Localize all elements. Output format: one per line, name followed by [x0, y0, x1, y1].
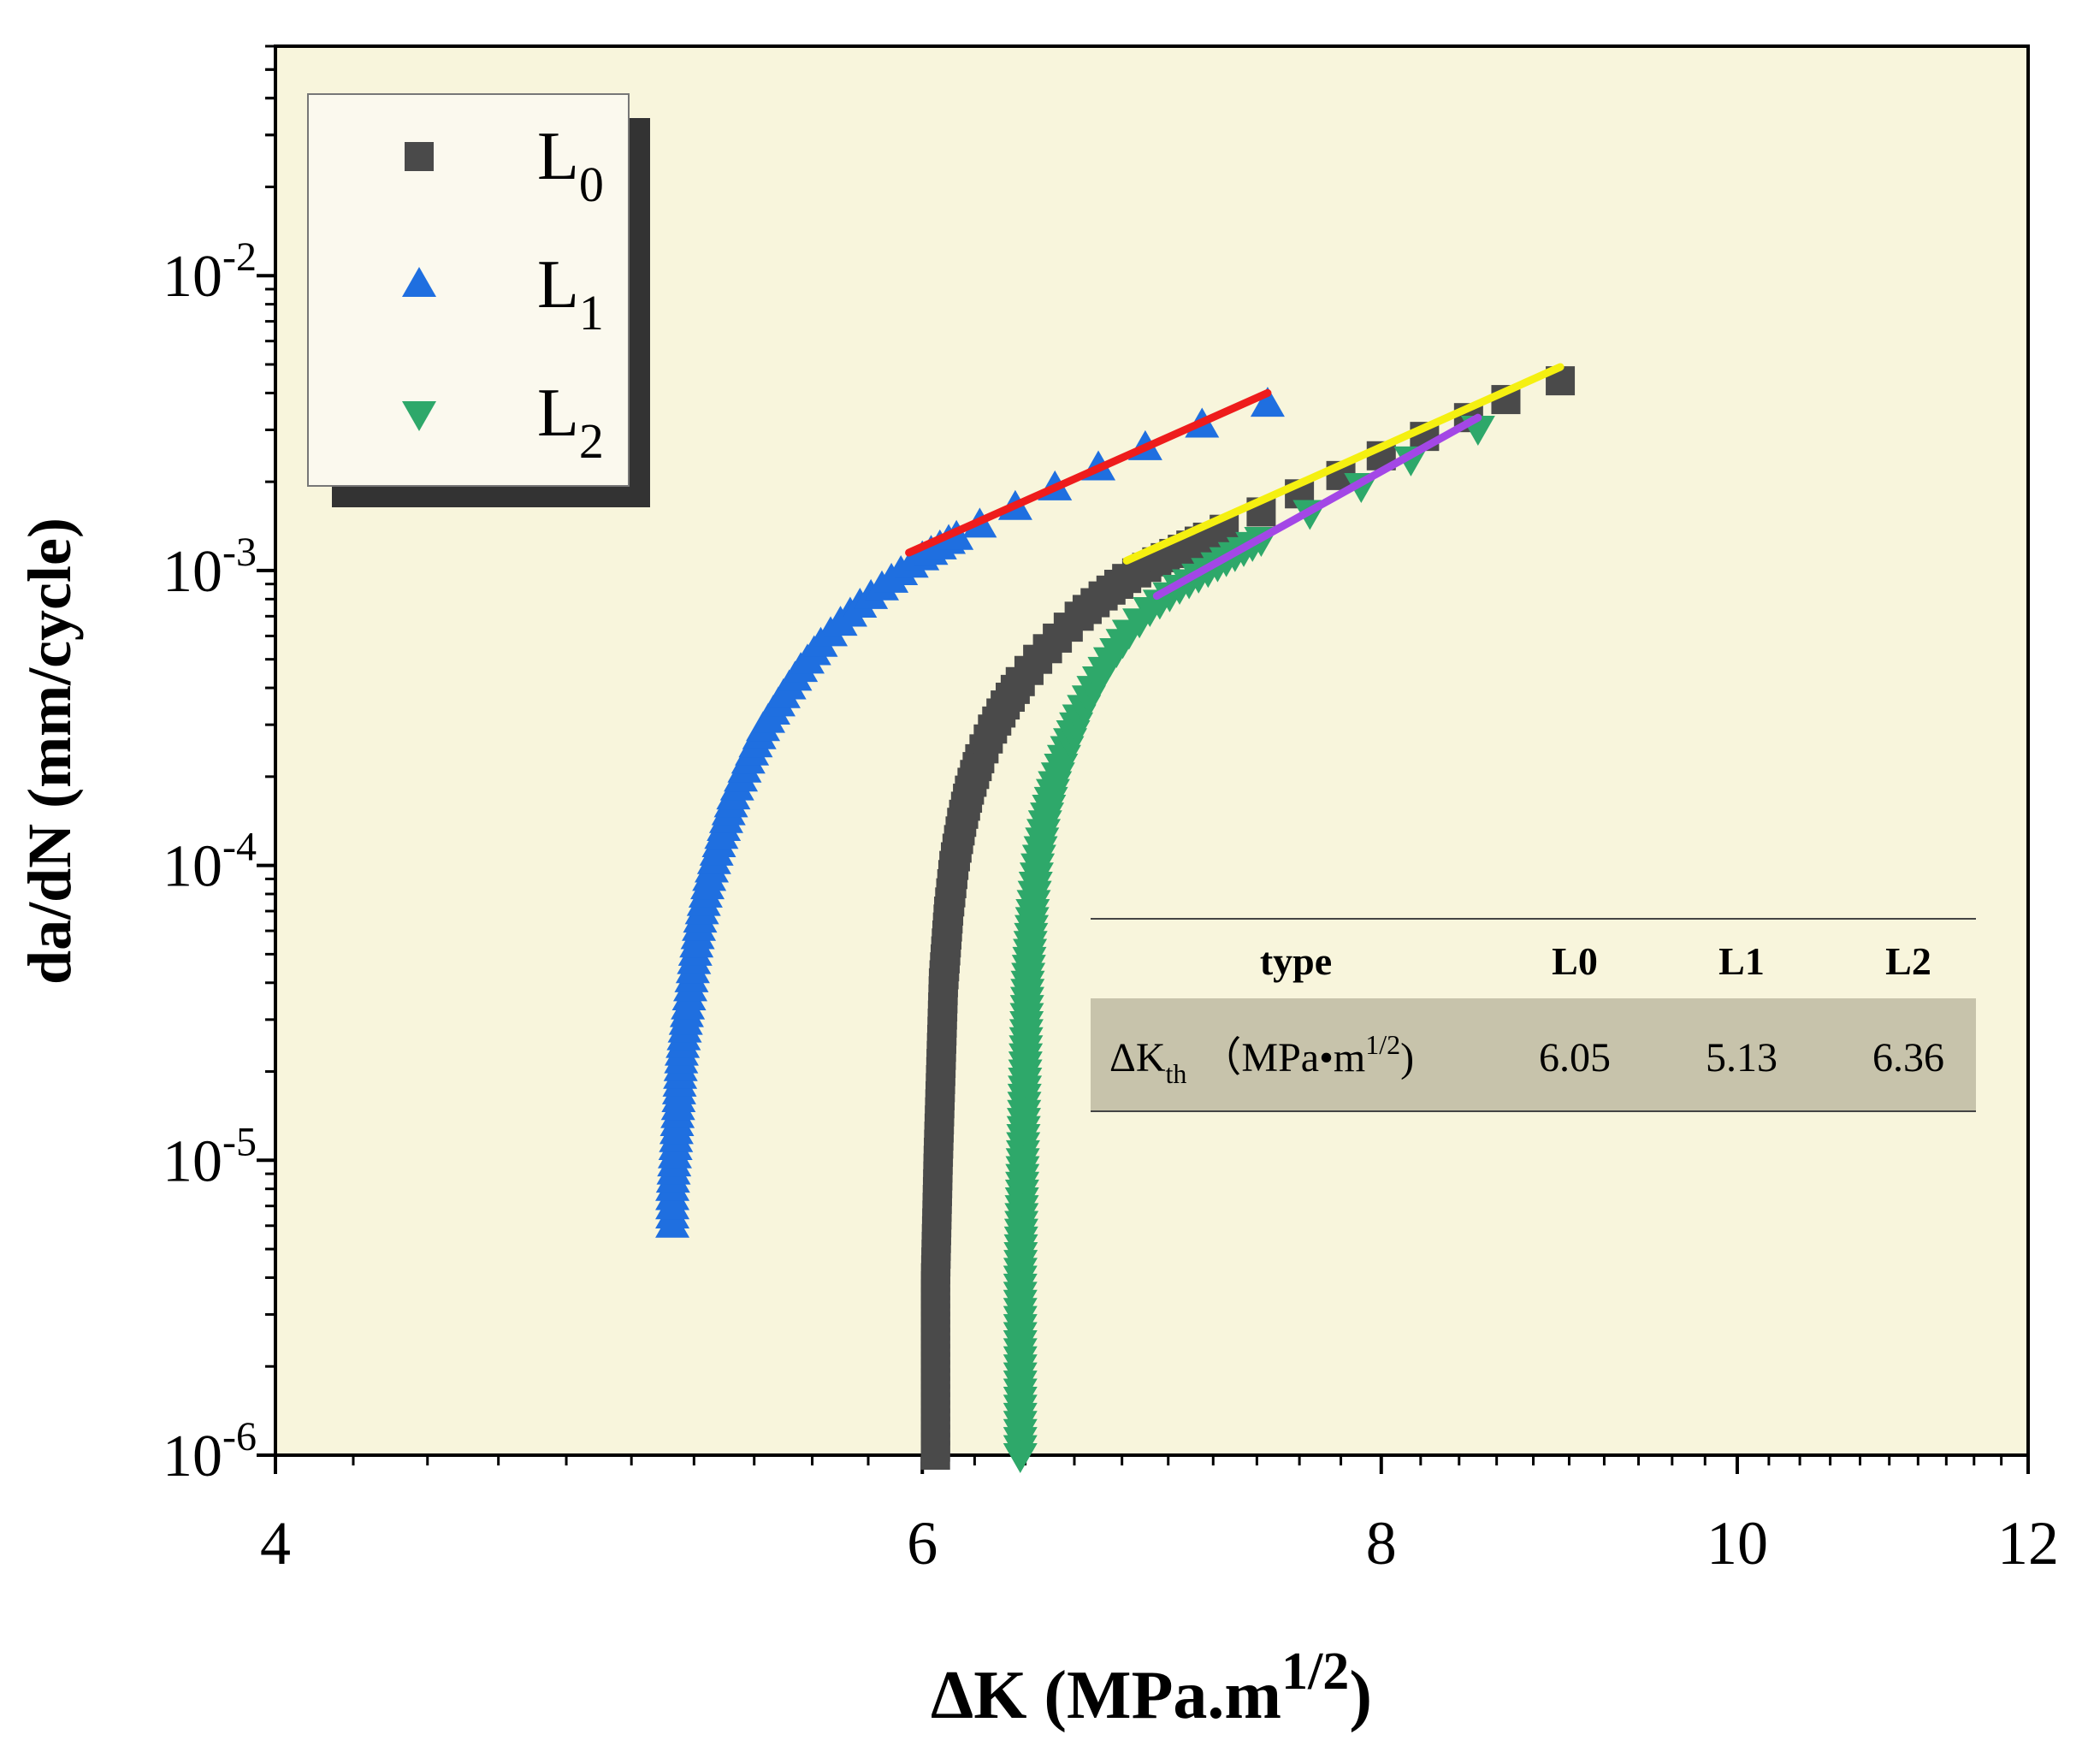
fit-line-L0: [1122, 363, 1565, 565]
y-tick-labels: 10-6 10-5 10-4 10-3 10-2: [163, 234, 257, 1489]
legend-label-L2: L2: [537, 376, 604, 469]
x-tick-label: 10: [1706, 1509, 1768, 1578]
fit-lines: [905, 363, 1565, 601]
table-value-l1: 5.13: [1706, 1035, 1777, 1080]
legend-marker-L2: [402, 401, 436, 431]
table-header-l1: L1: [1718, 939, 1765, 983]
x-tick-label: 4: [260, 1509, 291, 1578]
legend: L0 L1 L2: [307, 93, 650, 507]
y-tick-label: 10-3: [163, 530, 257, 605]
y-tick-label: 10-6: [163, 1414, 257, 1489]
legend-label-L0: L0: [537, 119, 604, 212]
y-tick-label: 10-2: [163, 234, 257, 310]
legend-box: [307, 93, 630, 487]
threshold-table: type L0 L1 L2 ΔKth （MPa•m1/2) 6.05 5.13 6…: [1091, 918, 1976, 1112]
fit-line-L2: [1152, 413, 1482, 601]
table-value-l2: 6.36: [1872, 1035, 1944, 1080]
x-tick-label: 12: [1997, 1509, 2059, 1578]
marker-L1: [1250, 387, 1285, 417]
table-value-l0: 6.05: [1539, 1035, 1611, 1080]
x-tick-label: 6: [907, 1509, 938, 1578]
minor-ticks: [257, 44, 2030, 1474]
legend-label-L1: L1: [537, 247, 604, 340]
x-axis-title: ΔK (MPa.m1/2): [931, 1643, 1372, 1733]
data-markers: [655, 366, 1576, 1473]
table-header-type: type: [1260, 939, 1332, 983]
x-tick-label: 8: [1366, 1509, 1397, 1578]
series-L0: [920, 366, 1576, 1470]
series-L1: [655, 387, 1285, 1238]
table-row-label: ΔKth （MPa•m1/2): [1109, 1029, 1414, 1089]
y-axis-title: da/dN (mm/cycle): [15, 518, 84, 985]
y-tick-label: 10-5: [163, 1119, 257, 1194]
table-header-l0: L0: [1552, 939, 1598, 983]
legend-marker-L0: [405, 142, 434, 171]
x-tick-labels: 4 6 8 10 12: [260, 1509, 2059, 1578]
fit-line-L1: [905, 388, 1272, 557]
table-header-l2: L2: [1885, 939, 1931, 983]
y-tick-label: 10-4: [163, 825, 257, 900]
table-row-background: [1091, 998, 1976, 1111]
legend-marker-L1: [402, 267, 436, 297]
series-L2: [1003, 415, 1495, 1473]
